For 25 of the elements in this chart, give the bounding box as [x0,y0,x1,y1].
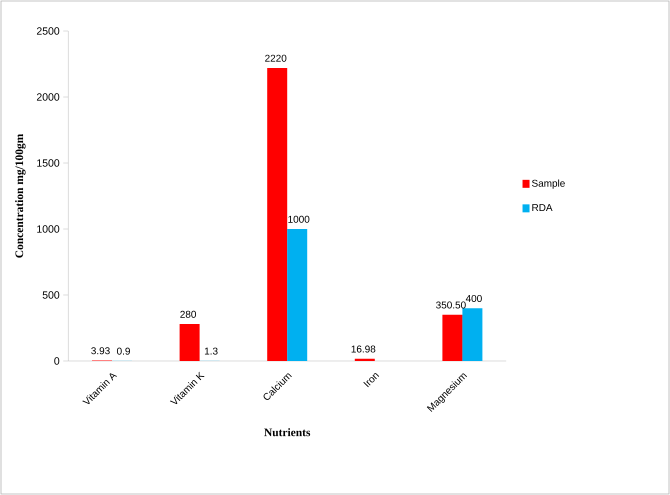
data-label: 1.3 [204,348,218,355]
bar [287,229,308,361]
y-tick-label: 1500 [37,159,60,167]
data-label: 1000 [288,216,310,223]
data-label: 400 [466,294,482,302]
x-axis-title: Nutrients [264,428,310,436]
y-tick-label: 0 [54,357,60,365]
data-label: 280 [180,310,196,318]
legend-label: RDA [532,204,553,212]
legend-label: Sample [532,179,565,189]
bar [462,308,482,361]
data-label: 2220 [265,54,286,62]
bar [442,314,462,361]
y-tick-label: 1000 [37,225,60,233]
y-axis-title: Concentration mg/100gm [15,134,26,258]
data-label: 0.9 [116,348,130,355]
data-label: 3.93 [91,347,110,354]
y-tick-label: 500 [42,291,60,299]
bar [267,68,288,361]
bar [180,324,200,361]
y-tick-label: 2000 [36,93,60,101]
data-label: 350.50 [436,301,466,309]
data-label: 16.98 [352,346,376,353]
y-tick-label: 2500 [36,27,60,35]
x-tick-label: Iron [363,373,380,388]
